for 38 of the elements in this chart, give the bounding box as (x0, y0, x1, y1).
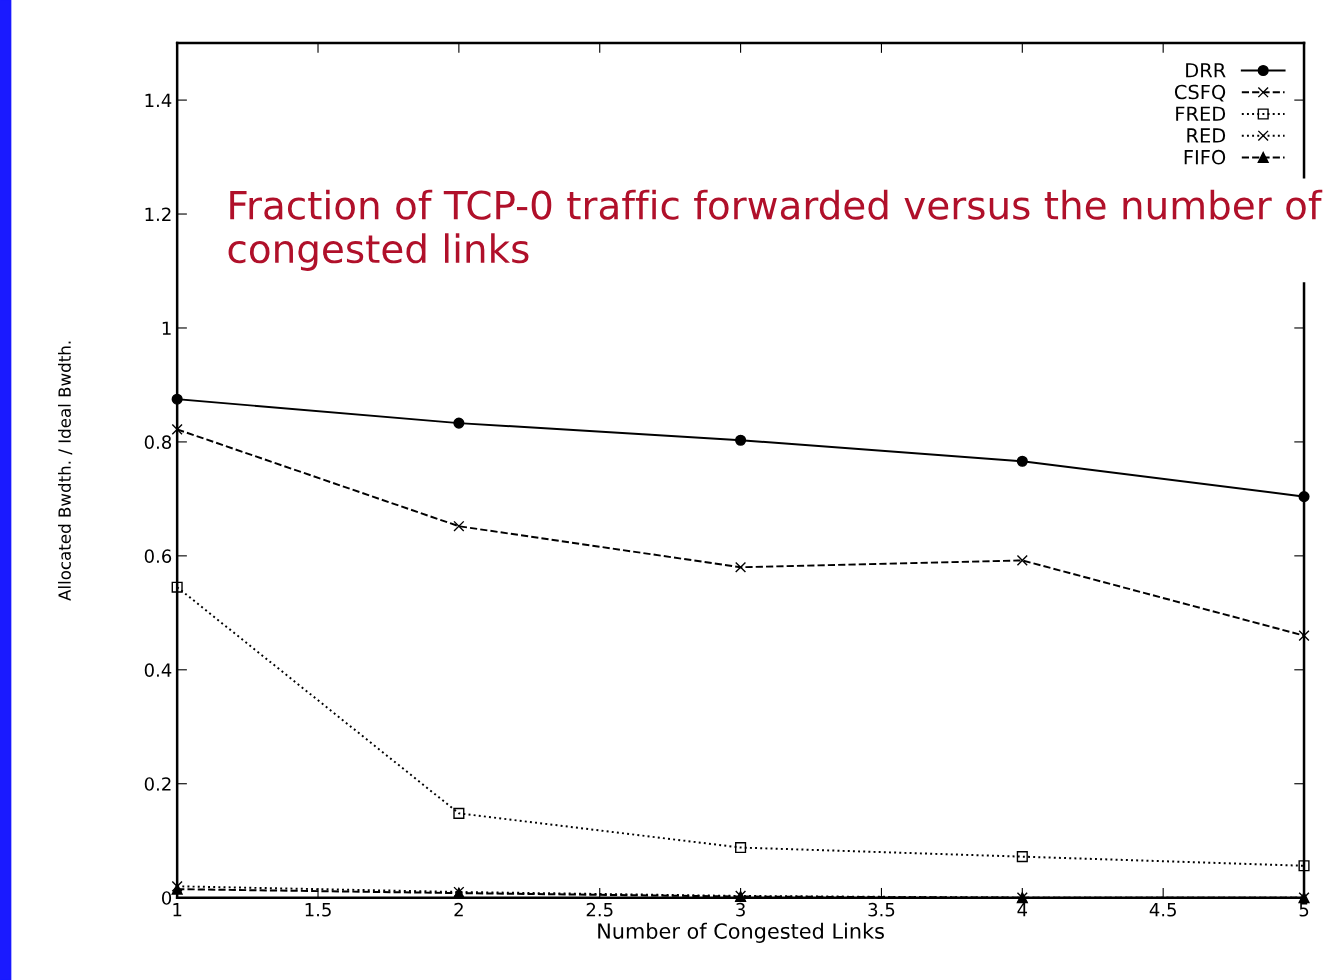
x-tick-label: 1.5 (305, 903, 331, 917)
point (735, 841, 747, 854)
y-tick-label: 1.4 (145, 93, 172, 107)
point (453, 520, 465, 532)
x-tick-label: 2.5 (586, 902, 613, 917)
point (1298, 630, 1310, 642)
point (453, 807, 465, 819)
legend-label: FRED (1176, 106, 1226, 121)
legend-label: RED (1187, 128, 1226, 143)
text: Fraction of TCP-0 traffic forwarded versus the number of congested links (228, 189, 1323, 271)
point (453, 417, 465, 429)
x-axis-title: Number of Congested Links (598, 922, 884, 943)
point (1016, 455, 1028, 467)
y-tick-label: 0 (162, 891, 172, 905)
legend-label: FIFO (1184, 149, 1226, 165)
x-tick-label: 3 (736, 902, 745, 917)
legend-label: DRR (1186, 63, 1226, 78)
legend-label: CSFQ (1174, 84, 1226, 102)
point (1298, 860, 1310, 872)
x-tick-label: 3.5 (868, 902, 895, 917)
y-tick-label: 0.6 (144, 549, 172, 563)
point (735, 561, 747, 573)
y-tick-label: 1 (162, 321, 171, 335)
y-tick-label: 0.8 (144, 435, 172, 450)
point (1016, 554, 1028, 566)
y-tick-label: 1.2 (145, 207, 171, 221)
point (171, 581, 183, 593)
y-tick-label: 0.2 (144, 777, 171, 791)
x-tick-label: 4.5 (1149, 903, 1176, 917)
x-tick-label: 2 (454, 902, 463, 917)
point (735, 434, 747, 446)
point (171, 423, 183, 435)
x-tick-label: 5 (1299, 903, 1309, 917)
y-tick-label: 0.4 (144, 663, 172, 677)
point (1016, 851, 1028, 863)
x-tick-label: 1 (173, 903, 182, 917)
x-tick-label: 4 (1017, 903, 1028, 917)
y-axis-title: Allocated Bwdth. / Ideal Bwdth. (58, 341, 73, 601)
